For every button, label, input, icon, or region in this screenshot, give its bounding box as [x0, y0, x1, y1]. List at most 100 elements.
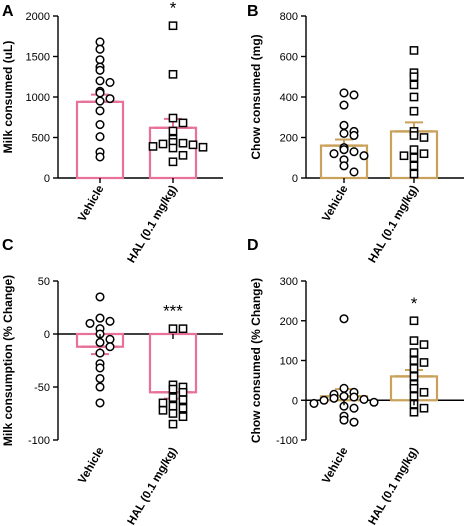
data-point-circle [339, 383, 349, 393]
panel-letter: C [2, 237, 14, 254]
data-point-square [168, 143, 178, 153]
data-point-circle [95, 363, 105, 373]
data-point-circle [349, 147, 359, 157]
data-point-circle [339, 415, 349, 425]
data-point-square [168, 401, 178, 411]
data-point-square [158, 139, 168, 149]
y-axis-title: Milk consumed (uL) [1, 41, 15, 154]
data-point-circle [95, 76, 105, 86]
data-point-square [168, 126, 178, 136]
y-tick-label: 0 [292, 173, 298, 185]
data-point-circle [85, 318, 95, 328]
data-point-square [409, 391, 419, 401]
data-point-square [409, 364, 419, 373]
data-point-circle [319, 395, 329, 405]
data-point-square [419, 403, 429, 413]
data-point-square [419, 149, 429, 159]
data-point-circle [95, 88, 105, 98]
data-point-circle [95, 292, 105, 302]
y-axis-title: Milk consumption (% Change) [1, 275, 15, 446]
data-point-circle [349, 392, 359, 402]
data-point-square [409, 336, 419, 345]
data-point-square [168, 384, 178, 394]
y-tick-label: 2000 [26, 11, 50, 23]
panel-letter: A [2, 3, 14, 20]
data-point-circle [105, 77, 115, 87]
data-point-circle [95, 132, 105, 142]
data-point-circle [95, 96, 105, 106]
y-tick-label: -100 [28, 435, 50, 447]
x-category-label: Vehicle [320, 446, 350, 486]
data-point-circle [95, 382, 105, 392]
x-category-label: HAL (0.1 mg/kg) [367, 183, 421, 265]
data-point-square [409, 106, 419, 116]
data-point-circle [349, 167, 359, 177]
data-point-circle [95, 37, 105, 47]
data-point-circle [105, 334, 115, 344]
data-point-circle [349, 90, 359, 100]
y-tick-label: 1500 [26, 52, 50, 64]
data-point-square [178, 118, 188, 128]
data-point-circle [95, 55, 105, 65]
data-point-square [178, 387, 188, 397]
x-category-label: Vehicle [320, 184, 350, 224]
data-point-square [168, 157, 178, 167]
data-point-square [419, 133, 429, 142]
data-point-square [419, 340, 429, 349]
data-point-circle [95, 44, 105, 54]
data-point-circle [359, 151, 369, 161]
y-tick-label: 800 [280, 11, 298, 23]
data-point-square [168, 324, 178, 334]
data-point-circle [349, 417, 359, 427]
data-point-square [168, 113, 178, 123]
data-point-circle [349, 403, 359, 413]
data-point-circle [339, 145, 349, 155]
y-axis-title: Chow consumed (mg) [249, 34, 263, 159]
data-point-square [178, 324, 188, 334]
data-point-square [409, 383, 419, 393]
data-point-circle [95, 373, 105, 384]
data-point-square [409, 316, 419, 326]
y-tick-label: 400 [280, 92, 298, 104]
y-tick-label: 0 [44, 173, 50, 185]
data-point-circle [95, 106, 105, 116]
data-point-square [409, 161, 419, 171]
data-point-circle [95, 348, 105, 358]
data-point-circle [105, 94, 115, 104]
y-tick-label: 300 [280, 276, 298, 288]
significance-marker: * [411, 294, 418, 313]
x-category-label: Vehicle [76, 184, 106, 224]
data-point-square [168, 393, 178, 402]
data-point-circle [95, 65, 105, 75]
data-point-square [148, 142, 158, 151]
data-point-circle [339, 100, 349, 110]
data-point-square [409, 348, 419, 357]
data-point-square [178, 138, 188, 148]
data-point-circle [339, 128, 349, 138]
data-point-circle [339, 391, 349, 401]
data-point-square [409, 153, 419, 163]
data-point-square [198, 142, 208, 152]
data-point-circle [95, 398, 105, 408]
data-point-square [419, 387, 429, 397]
data-point-square [409, 92, 419, 102]
x-category-label: Vehicle [76, 446, 106, 486]
y-tick-label: 100 [280, 356, 298, 368]
data-point-circle [339, 88, 349, 98]
data-point-square [158, 405, 168, 415]
y-tick-label: 600 [280, 52, 298, 64]
data-point-circle [95, 119, 105, 130]
y-tick-label: -100 [276, 435, 298, 447]
data-point-circle [369, 397, 379, 407]
significance-marker: *** [163, 302, 183, 321]
panel-letter: B [247, 3, 259, 20]
data-point-square [168, 409, 178, 418]
data-point-square [168, 69, 178, 79]
data-point-circle [105, 316, 115, 326]
y-axis-title: Chow consumed (% Change) [249, 278, 263, 443]
data-point-square [188, 140, 198, 150]
y-tick-label: 500 [32, 133, 50, 145]
data-point-square [168, 21, 178, 31]
data-point-circle [95, 337, 105, 348]
